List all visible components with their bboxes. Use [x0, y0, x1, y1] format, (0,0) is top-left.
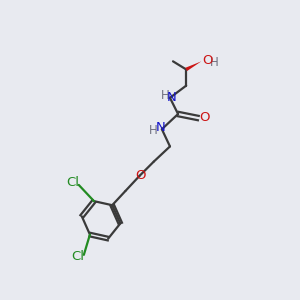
- Text: Cl: Cl: [67, 176, 80, 189]
- Text: N: N: [167, 91, 176, 104]
- Text: H: H: [160, 89, 169, 102]
- Text: Cl: Cl: [72, 250, 85, 263]
- Text: N: N: [156, 121, 166, 134]
- Text: H: H: [210, 56, 219, 69]
- Polygon shape: [185, 61, 201, 71]
- Text: H: H: [149, 124, 158, 137]
- Text: O: O: [135, 169, 146, 182]
- Text: O: O: [199, 111, 209, 124]
- Text: O: O: [202, 54, 213, 67]
